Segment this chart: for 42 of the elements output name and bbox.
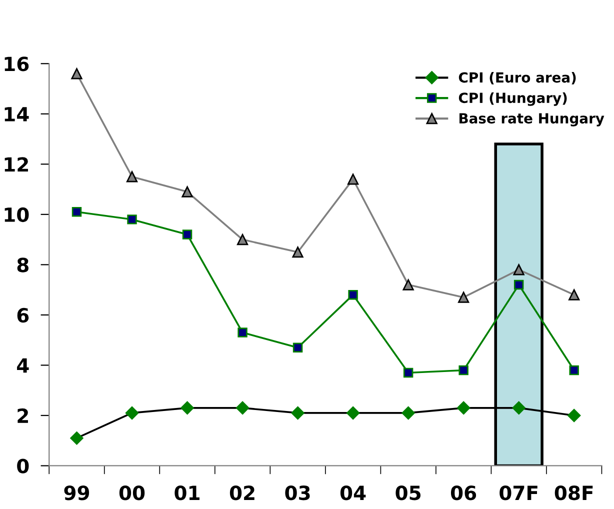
y-tick-label: 2 bbox=[18, 408, 28, 423]
point bbox=[348, 290, 358, 300]
point bbox=[72, 207, 82, 217]
point bbox=[126, 171, 138, 182]
point bbox=[347, 174, 359, 185]
point bbox=[569, 365, 579, 376]
x-tick-label: 07F bbox=[500, 486, 538, 500]
point bbox=[71, 68, 82, 80]
y-tick-label: 0 bbox=[17, 458, 29, 474]
point bbox=[182, 186, 193, 198]
point bbox=[513, 264, 524, 276]
x-tick-label: 99 bbox=[64, 486, 90, 500]
x-tick-label: 01 bbox=[174, 486, 200, 500]
point bbox=[402, 279, 414, 290]
y-tick-label: 14 bbox=[4, 107, 29, 122]
x-tick-label: 08F bbox=[554, 486, 593, 500]
legend-label: CPI (Euro area) bbox=[458, 72, 576, 84]
y-tick-label: 8 bbox=[17, 258, 28, 272]
y-tick-label: 4 bbox=[17, 358, 29, 373]
x-tick-label: 04 bbox=[340, 486, 366, 500]
point bbox=[403, 368, 414, 378]
x-tick-label: 02 bbox=[230, 486, 254, 500]
point bbox=[236, 234, 248, 246]
y-tick-label: 6 bbox=[17, 308, 29, 323]
legend-label: Base rate Hungary bbox=[460, 113, 604, 126]
y-tick-label: 16 bbox=[4, 56, 29, 72]
point bbox=[568, 289, 580, 300]
x-tick-label: 06 bbox=[450, 486, 476, 500]
point bbox=[292, 246, 304, 258]
point bbox=[514, 280, 524, 290]
x-tick-label: 03 bbox=[285, 486, 310, 500]
point bbox=[292, 342, 303, 352]
point bbox=[458, 292, 470, 303]
legend-label: CPI (Hungary) bbox=[458, 92, 567, 106]
x-tick-label: 00 bbox=[119, 486, 145, 500]
point bbox=[127, 214, 137, 224]
point bbox=[182, 230, 192, 240]
x-tick-label: 05 bbox=[396, 486, 420, 500]
y-tick-label: 10 bbox=[4, 207, 29, 222]
point bbox=[238, 328, 248, 338]
y-tick-label: 12 bbox=[4, 157, 28, 172]
point bbox=[458, 365, 468, 376]
